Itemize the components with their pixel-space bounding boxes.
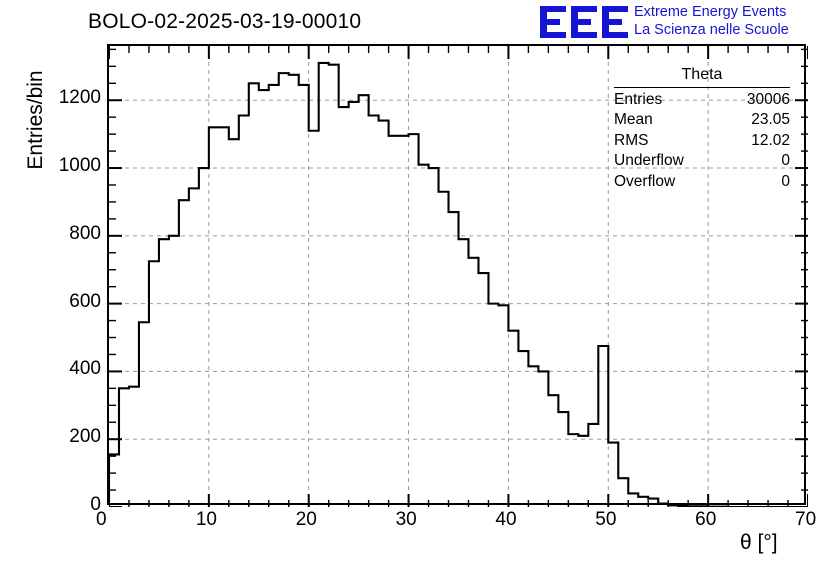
stats-divider	[614, 86, 790, 88]
x-tick-label: 40	[495, 509, 517, 530]
page-title: BOLO-02-2025-03-19-00010	[88, 10, 362, 33]
histogram-plot	[109, 46, 808, 507]
x-tick-label: 30	[395, 509, 417, 530]
eee-logo-text: Extreme Energy Events La Scienza nelle S…	[634, 4, 789, 39]
stats-row: Underflow 0	[614, 151, 790, 172]
stats-key: Overflow	[614, 172, 676, 190]
eee-logo-mark	[540, 6, 628, 38]
x-axis-title: θ [°]	[740, 531, 778, 554]
axis-ticks	[109, 46, 808, 507]
plot-frame	[107, 44, 808, 507]
stats-value: 23.05	[751, 111, 790, 129]
y-tick-label: 800	[69, 222, 101, 244]
x-tick-label: 50	[595, 509, 617, 530]
x-tick-label: 70	[795, 509, 817, 530]
stats-rows: Entries 30006 Mean 23.05 RMS 12.02 Underflow 0 O…	[614, 90, 790, 193]
y-tick-label: 400	[69, 358, 101, 380]
y-axis-title: Entries/bin	[24, 70, 47, 170]
stats-value: 0	[781, 172, 790, 190]
stats-box: Theta Entries 30006 Mean 23.05 RMS 12.02 Under…	[614, 65, 790, 193]
y-tick-label: 600	[69, 290, 101, 312]
x-tick-label: 10	[195, 509, 217, 530]
x-tick-label: 20	[295, 509, 317, 530]
histogram-outline	[109, 61, 808, 507]
y-tick-label: 1000	[58, 155, 101, 177]
stats-value: 30006	[746, 90, 790, 108]
stats-key: Underflow	[614, 152, 684, 170]
stats-key: Entries	[614, 90, 663, 108]
stats-row: Entries 30006	[614, 90, 790, 111]
y-tick-label: 200	[69, 426, 101, 448]
stats-value: 0	[781, 152, 790, 170]
stats-title: Theta	[681, 66, 723, 83]
stats-row: Mean 23.05	[614, 110, 790, 131]
eee-logo-line2: La Scienza nelle Scuole	[634, 21, 789, 38]
stats-row: RMS 12.02	[614, 131, 790, 152]
stats-key: RMS	[614, 131, 649, 149]
stats-row: Overflow 0	[614, 172, 790, 193]
y-tick-label: 1200	[58, 87, 101, 109]
y-tick-label: 0	[90, 494, 101, 515]
stats-key: Mean	[614, 111, 653, 129]
eee-logo-line1: Extreme Energy Events	[634, 4, 787, 20]
x-tick-label: 0	[96, 509, 107, 530]
eee-logo: Extreme Energy Events La Scienza nelle S…	[540, 3, 832, 43]
stats-value: 12.02	[751, 131, 790, 149]
x-tick-label: 60	[695, 509, 717, 530]
